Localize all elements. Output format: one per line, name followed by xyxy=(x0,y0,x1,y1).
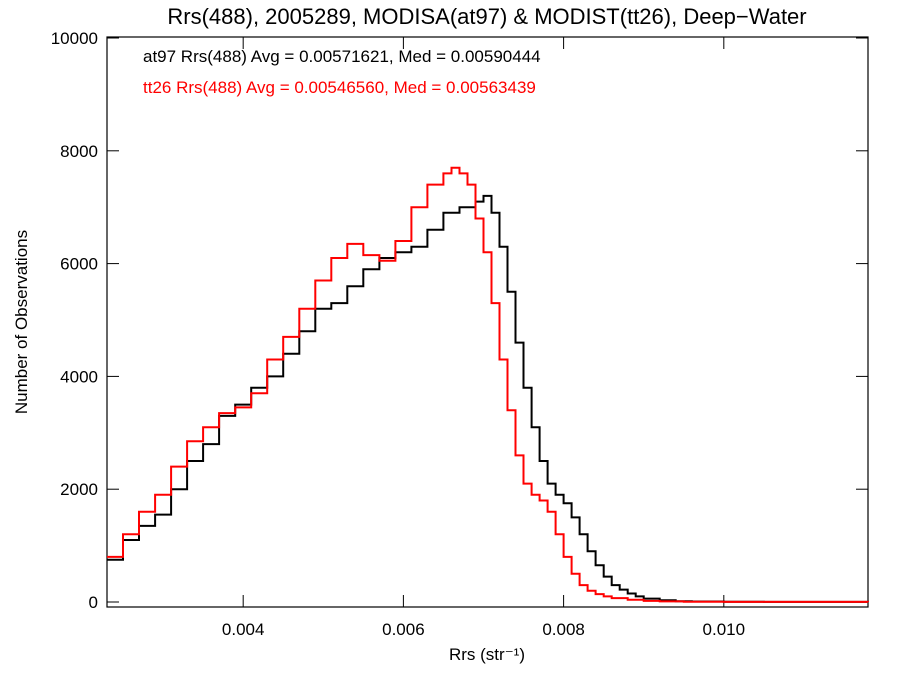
x-axis-label: Rrs (str⁻¹) xyxy=(449,645,525,664)
plot-frame xyxy=(106,36,869,608)
chart-title: Rrs(488), 2005289, MODISA(at97) & MODIST… xyxy=(167,4,806,29)
histogram-series-1 xyxy=(107,166,869,603)
y-axis-label: Number of Observations xyxy=(12,230,31,414)
y-tick-label: 2000 xyxy=(60,480,98,499)
annotation-tt26: tt26 Rrs(488) Avg = 0.00546560, Med = 0.… xyxy=(143,78,536,97)
x-tick-label: 0.006 xyxy=(382,620,425,639)
x-tick-label: 0.008 xyxy=(542,620,585,639)
y-tick-label: 10000 xyxy=(51,29,98,48)
x-tick-label: 0.004 xyxy=(222,620,265,639)
x-tick-label: 0.010 xyxy=(703,620,746,639)
y-tick-label: 6000 xyxy=(60,255,98,274)
annotation-at97: at97 Rrs(488) Avg = 0.00571621, Med = 0.… xyxy=(143,47,541,66)
y-tick-label: 4000 xyxy=(60,367,98,386)
y-tick-label: 0 xyxy=(89,593,98,612)
histogram-series-0 xyxy=(107,194,869,603)
y-tick-label: 8000 xyxy=(60,142,98,161)
